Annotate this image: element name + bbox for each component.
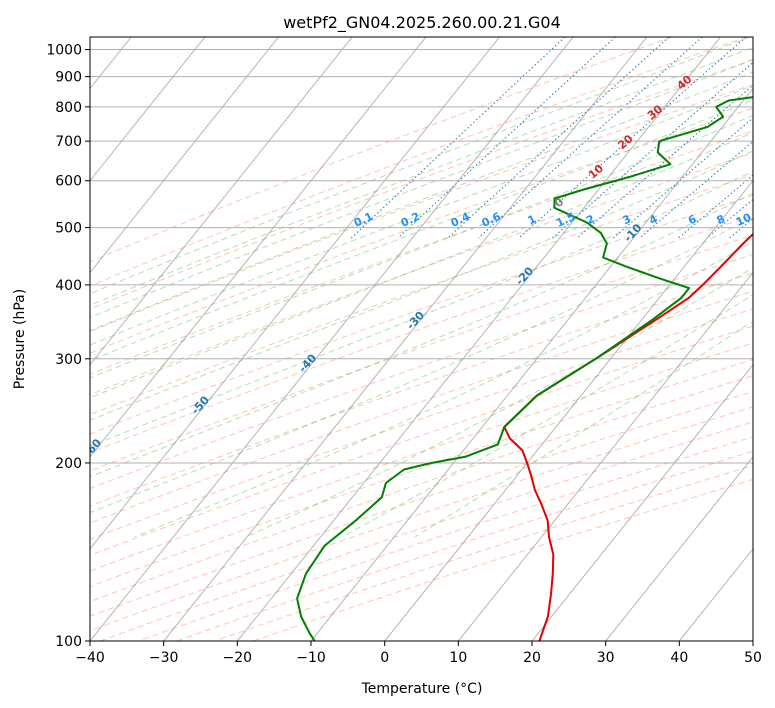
y-tick-label: 200 [55, 456, 82, 472]
isotherm-line [457, 271, 753, 641]
y-tick-label: 100 [55, 634, 82, 650]
isotherm-line [605, 456, 753, 641]
dry-adiabat-line [90, 342, 753, 572]
isotherm-line [163, 37, 648, 641]
y-tick-label: 300 [55, 352, 82, 368]
temperature-trace [503, 232, 753, 641]
mixing-ratio-line [478, 37, 703, 239]
dry-adiabat-line [90, 173, 753, 416]
mixing-ratio-line [397, 37, 616, 239]
y-tick-label: 600 [55, 174, 82, 190]
dry-adiabat-line [90, 390, 753, 617]
mixing-ratio-line [639, 140, 753, 239]
x-tick-label: 50 [744, 650, 762, 666]
y-tick-label: 1000 [46, 43, 82, 59]
y-tick-label: 700 [55, 134, 82, 150]
isotherm-line [90, 37, 353, 366]
isotherm-line [90, 37, 574, 641]
y-axis: 100 200 300 400 500 600 700 800 900 1000 [46, 43, 90, 650]
isotherm-line [90, 37, 206, 182]
isotherm-line [531, 363, 753, 641]
dry-adiabat-line [90, 375, 753, 603]
dry-adiabat-line [90, 194, 753, 435]
dry-adiabat-line [90, 107, 753, 354]
x-tick-label: 0 [380, 650, 389, 666]
y-tick-label: 500 [55, 221, 82, 237]
x-axis: −40 −30 −20 −10 0 10 20 30 40 50 [75, 641, 762, 666]
chart-title: wetPf2_GN04.2025.260.00.21.G04 [283, 13, 561, 33]
y-tick-label: 400 [55, 278, 82, 294]
isotherm-line [236, 37, 721, 641]
isotherm-line [310, 87, 753, 641]
dry-adiabat-line [90, 234, 753, 472]
y-tick-label: 900 [55, 70, 82, 86]
dry-adiabat-line [90, 290, 753, 524]
x-tick-label: −30 [149, 650, 179, 666]
dry-adiabat-line [90, 37, 673, 263]
y-tick-label: 800 [55, 100, 82, 116]
x-tick-label: −40 [75, 650, 105, 666]
x-tick-label: −10 [296, 650, 326, 666]
x-tick-label: 40 [670, 650, 688, 666]
dry-adiabat-line [90, 59, 753, 310]
dry-adiabat-line [90, 37, 747, 287]
plot-frame [89, 36, 754, 642]
dry-adiabat-line [90, 253, 753, 490]
x-tick-label: 20 [523, 650, 541, 666]
isotherm-line [90, 37, 279, 274]
y-axis-label: Pressure (hPa) [12, 289, 28, 389]
isotherm-line [90, 37, 500, 550]
isotherm-line [90, 37, 427, 458]
dewpoint-trace [296, 96, 753, 641]
sounding-traces [296, 96, 753, 641]
x-tick-label: −20 [223, 650, 253, 666]
x-tick-label: 30 [597, 650, 615, 666]
dry-adiabat-line [90, 308, 753, 540]
mixing-ratio-line [552, 61, 753, 239]
x-axis-label: Temperature (°C) [361, 681, 483, 697]
x-tick-label: 10 [449, 650, 467, 666]
mixing-ratio-line [518, 37, 747, 239]
mixing-ratio-line [576, 84, 753, 239]
mixing-ratio-line [447, 37, 670, 239]
mixing-ratio-label: 10 [734, 211, 754, 229]
